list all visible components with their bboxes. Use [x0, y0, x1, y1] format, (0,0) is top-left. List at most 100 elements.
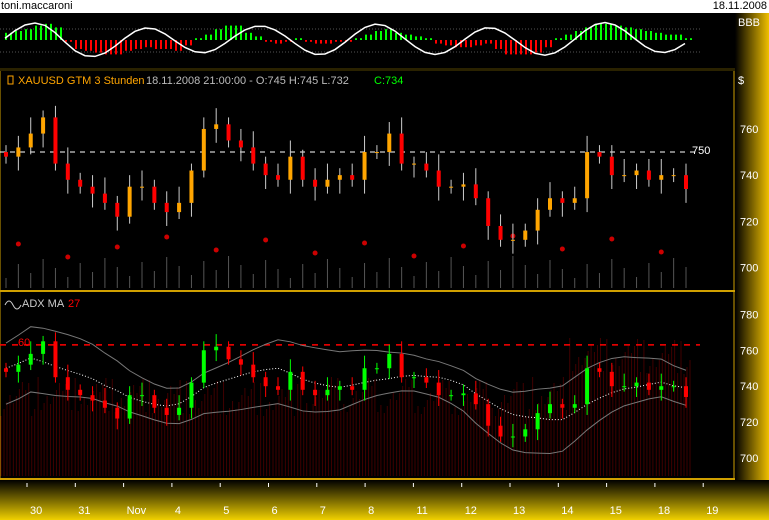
histogram-bar	[575, 31, 577, 40]
histogram-bar	[70, 40, 72, 42]
candle-body	[238, 140, 243, 148]
candle-body	[646, 170, 651, 180]
wave-icon	[4, 300, 22, 310]
histogram-bar	[535, 40, 537, 53]
candle-body	[387, 353, 392, 369]
histogram-bar	[220, 29, 222, 40]
histogram-bar	[200, 38, 202, 40]
histogram-bar	[435, 40, 437, 44]
histogram-bar	[405, 34, 407, 40]
x-ticks: 30 31 Nov 4 5 6 7 8 11 12 13 14 15 18 19	[26, 483, 718, 517]
histogram-bar	[455, 40, 457, 48]
histogram-bar	[625, 27, 627, 40]
ohlc-info: 18.11.2008 21:00:00 - O:745 H:745 L:732	[146, 75, 349, 87]
candle-body	[659, 386, 664, 390]
histogram-bar	[140, 40, 142, 49]
histogram-bar	[680, 34, 682, 40]
histogram-bar	[660, 32, 662, 40]
histogram-bar	[460, 40, 462, 48]
candle-body	[53, 117, 58, 164]
candle-body	[560, 404, 565, 408]
candle-body	[609, 156, 614, 176]
oscillator-label: BBB	[738, 17, 760, 29]
candle-body	[189, 382, 194, 408]
histogram-bar	[570, 34, 572, 40]
candle-body	[461, 184, 466, 187]
x-tick-label: 18	[658, 505, 670, 517]
histogram-bar	[510, 40, 512, 55]
histogram-bar	[355, 38, 357, 40]
candle-body	[486, 404, 491, 426]
histogram-bar	[105, 40, 107, 55]
divider	[0, 290, 735, 292]
candle-body	[387, 133, 392, 153]
histogram-bar	[610, 23, 612, 40]
candle-body	[523, 230, 528, 240]
volume-marker	[164, 234, 170, 240]
date: 18.11.2008	[712, 0, 767, 12]
candle-body	[28, 353, 33, 365]
candle-body	[201, 350, 206, 383]
histogram-bar	[315, 40, 317, 44]
candle-body	[634, 382, 639, 387]
histogram-bar	[485, 40, 487, 44]
histogram-bar	[670, 34, 672, 40]
divider	[0, 68, 735, 71]
candle-body	[671, 386, 676, 388]
candle-body	[276, 386, 280, 390]
histogram-bar	[165, 40, 167, 49]
histogram-bar	[350, 40, 352, 42]
histogram-bar	[175, 40, 177, 51]
histogram-bar	[190, 40, 192, 46]
candle-body	[4, 368, 8, 372]
candle-body	[622, 175, 627, 177]
candle-body	[313, 389, 318, 396]
candle-body	[498, 425, 503, 437]
histogram-bar	[600, 23, 602, 40]
histogram-bar	[410, 34, 412, 40]
candle-body	[449, 395, 454, 397]
histogram-bar	[235, 25, 237, 40]
indicator-panel	[0, 326, 700, 476]
histogram-bar	[665, 34, 667, 40]
x-tick-label: 5	[223, 505, 229, 517]
histogram-bar	[620, 25, 622, 40]
histogram-bar	[645, 31, 647, 40]
candle-body	[671, 175, 676, 177]
histogram-bar	[635, 29, 637, 40]
histogram-bar	[205, 34, 207, 40]
histogram-bar	[475, 40, 477, 46]
x-tick-label: 13	[513, 505, 525, 517]
close-info: C:734	[374, 75, 403, 87]
y-tick-label: 720	[740, 216, 758, 228]
candle-body	[4, 152, 8, 157]
histogram-bar	[95, 40, 97, 53]
candle-body	[473, 393, 478, 405]
histogram-bar	[630, 27, 632, 40]
histogram-bar	[120, 40, 122, 55]
histogram-bar	[215, 29, 217, 40]
volume-marker	[114, 244, 120, 250]
y-tick-label: 720	[740, 417, 758, 429]
histogram-bar	[420, 36, 422, 40]
candle-body	[510, 239, 515, 241]
candle-body	[78, 389, 83, 396]
candle-body	[201, 128, 206, 171]
histogram-bar	[545, 40, 547, 48]
histogram-bar	[20, 31, 22, 40]
histogram-bar	[10, 32, 12, 40]
histogram-bar	[135, 40, 137, 49]
histogram-bar	[360, 38, 362, 40]
candle-body	[374, 152, 379, 154]
histogram-bar	[495, 40, 497, 49]
candle-body	[115, 202, 120, 217]
histogram-bar	[450, 40, 452, 46]
candle-body	[16, 147, 21, 157]
histogram-bar	[465, 40, 467, 48]
candle-body	[102, 193, 107, 203]
candle-body	[498, 225, 503, 240]
histogram-bar	[160, 40, 162, 49]
candle-body	[226, 346, 231, 360]
lower-band	[5, 390, 687, 454]
